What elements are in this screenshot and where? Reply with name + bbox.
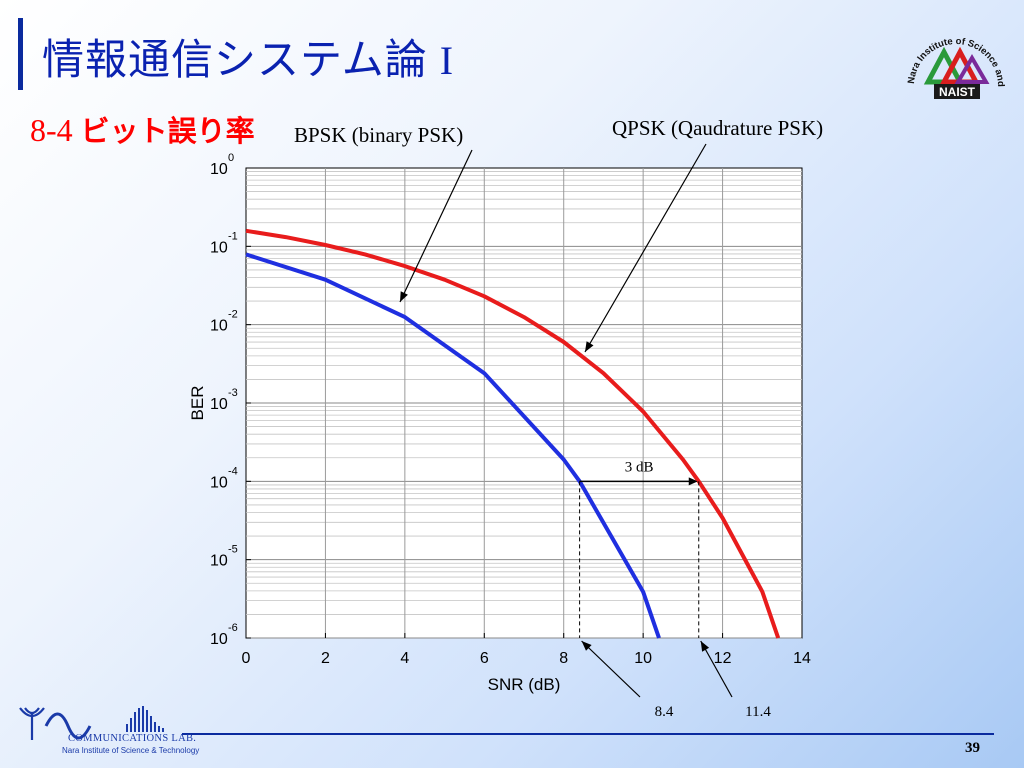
page-number: 39 [965,740,980,756]
bpsk-value-arrow-line [581,640,641,698]
bpsk-curve [245,252,661,639]
naist-text: NAIST [939,85,976,99]
slide-title: 情報通信システム論 I [42,26,454,87]
lab-name: COMMUNICATIONS LAB. [68,733,197,744]
naist-text-box [934,84,980,99]
qpsk-curve [245,228,781,639]
bpsk-value-arrow-head [581,641,592,651]
naist-logo: Nara Institute of Science and Technology… [900,14,1006,99]
y-tick-label-exponent: -5 [228,544,238,556]
qpsk-value-arrow-line [700,640,733,698]
x-tick-label: 10 [634,650,652,667]
lab-institute: Nara Institute of Science & Technology [62,746,200,755]
y-tick-label-base: 10 [210,239,228,256]
x-tick-label: 2 [321,650,330,667]
antenna-icon [19,707,45,740]
plot-axes: 0 2 4 6 8 10 12 1410010-110-210-310-410-510-6SN… [188,152,811,694]
qpsk-pointer-arrow-line [584,143,707,353]
x-tick-label: 4 [400,650,409,667]
plot-annotations: 3 dB BPSK (binary PSK) QPSK (Qaudrature PS… [294,116,823,720]
footer-rule [182,733,994,735]
signal-bars-icon [126,706,164,732]
y-tick-label-exponent: -6 [228,622,238,634]
title-roman-numeral: I [439,38,455,83]
qpsk-pointer-arrow-head [585,341,594,352]
y-tick-label-base: 10 [210,318,228,335]
qpsk-label: QPSK (Qaudrature PSK) [612,116,823,140]
subtitle-number: 8-4 [30,112,73,148]
title-accent-bar [18,18,23,90]
x-tick-label: 6 [480,650,489,667]
naist-mountains-icon [923,46,990,85]
x-tick-label: 8 [559,650,568,667]
bpsk-marker-value: 8.4 [655,704,674,720]
gap-arrowhead [688,477,698,486]
title-text: 情報通信システム論 [42,35,428,84]
plot-grid [246,168,802,639]
plot-series [245,228,781,639]
y-tick-label-exponent: -1 [228,230,238,242]
y-tick-label-exponent: -4 [228,465,238,477]
y-axis-label: BER [188,386,207,421]
x-tick-label: 12 [714,650,732,667]
qpsk-marker-value: 11.4 [745,704,771,720]
bpsk-label: BPSK (binary PSK) [294,123,463,147]
slide-subtitle: 8-4 ビット誤り率 [30,108,255,150]
y-tick-label-base: 10 [210,161,228,178]
y-tick-label-exponent: -2 [228,309,238,321]
bpsk-pointer-arrow-line [399,149,473,303]
y-tick-label-base: 10 [210,396,228,413]
y-tick-label-base: 10 [210,474,228,491]
x-axis-label: SNR (dB) [488,675,561,694]
y-tick-label-exponent: -3 [228,387,238,399]
x-tick-label: 14 [793,650,811,667]
y-tick-label-base: 10 [210,553,228,570]
y-tick-label-exponent: 0 [228,152,234,164]
x-tick-label: 0 [242,650,251,667]
qpsk-value-arrow-head [700,641,710,652]
wave-icon [44,712,92,740]
subtitle-text: ビット誤り率 [80,114,255,148]
bpsk-pointer-arrow-head [400,291,408,302]
communications-lab-logo [19,706,164,740]
gap-label: 3 dB [625,459,654,475]
y-tick-label-base: 10 [210,631,228,648]
